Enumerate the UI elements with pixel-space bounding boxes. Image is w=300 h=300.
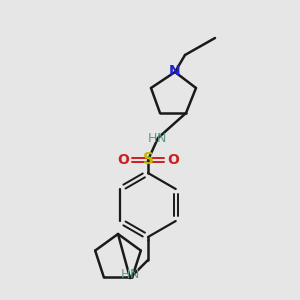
Text: O: O bbox=[167, 153, 179, 167]
Text: H: H bbox=[120, 268, 130, 281]
Text: N: N bbox=[156, 131, 166, 145]
Text: S: S bbox=[142, 152, 154, 167]
Text: H: H bbox=[147, 131, 157, 145]
Text: N: N bbox=[169, 64, 181, 78]
Text: N: N bbox=[129, 268, 139, 281]
Text: O: O bbox=[117, 153, 129, 167]
